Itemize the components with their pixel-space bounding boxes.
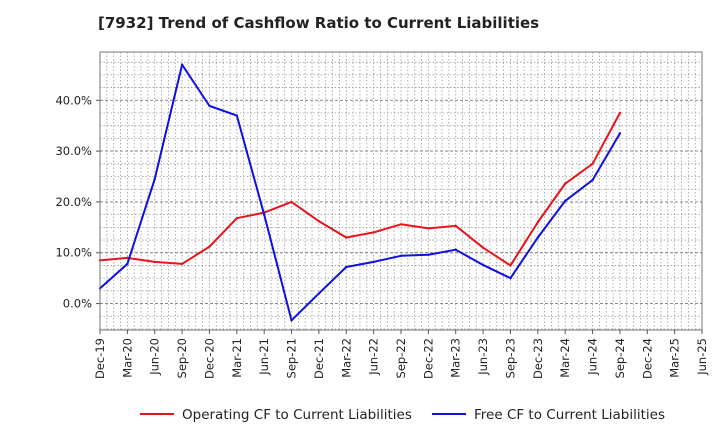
data-point [481, 246, 485, 249]
data-point [345, 265, 348, 269]
x-tick-label: Sep-21 [285, 338, 299, 378]
x-tick-label: Jun-25 [695, 338, 709, 376]
series-line [99, 112, 621, 267]
x-tick-label: Sep-24 [613, 338, 627, 378]
data-point [536, 221, 540, 224]
data-point [399, 254, 403, 257]
data-point [180, 63, 184, 66]
x-tick-label: Mar-21 [230, 338, 244, 378]
data-point [509, 276, 512, 280]
data-point [536, 236, 540, 239]
y-tick-label: 20.0% [55, 195, 92, 209]
data-point [180, 262, 184, 266]
series-lines [98, 63, 622, 322]
data-point [591, 162, 594, 166]
data-point [290, 319, 293, 322]
data-point [399, 223, 403, 226]
data-point [563, 182, 567, 185]
data-point [208, 104, 211, 108]
data-point [126, 262, 129, 266]
data-point [372, 231, 375, 234]
data-point [126, 256, 129, 260]
x-tick-label: Dec-24 [640, 338, 654, 379]
grid [100, 52, 702, 330]
data-point [454, 248, 457, 251]
x-tick-label: Mar-23 [449, 338, 463, 378]
data-point [153, 177, 156, 181]
x-tick-label: Mar-22 [339, 338, 353, 378]
data-point [235, 216, 239, 220]
data-point [317, 220, 321, 223]
x-tick-label: Jun-24 [586, 338, 600, 376]
data-point [235, 114, 239, 117]
y-tick-label: 30.0% [55, 144, 92, 158]
x-axis-ticks: Dec-19 Mar-20 Jun-20 Sep-20 Dec-20 Mar-21 Jun-… [93, 330, 709, 379]
data-point [290, 200, 293, 204]
chart-title: [7932] Trend of Cashflow Ratio to Curren… [98, 14, 540, 32]
data-point [618, 111, 622, 115]
x-tick-label: Dec-21 [312, 338, 326, 379]
data-point [317, 292, 321, 295]
data-point [427, 253, 430, 256]
data-point [591, 178, 594, 182]
data-point [509, 264, 512, 267]
plot-frame [99, 51, 703, 331]
x-tick-label: Mar-25 [668, 338, 682, 378]
data-point [372, 260, 375, 264]
legend-label: Free CF to Current Liabilities [474, 407, 665, 423]
data-point [208, 245, 211, 248]
legend-label: Operating CF to Current Liabilities [182, 407, 412, 423]
x-tick-label: Dec-19 [93, 338, 107, 379]
x-tick-label: Jun-22 [367, 338, 381, 376]
x-tick-label: Jun-21 [257, 338, 271, 376]
x-tick-label: Dec-22 [421, 338, 435, 379]
x-tick-label: Sep-20 [175, 338, 189, 378]
data-point [153, 260, 156, 264]
data-point [563, 199, 567, 203]
data-point [427, 227, 430, 230]
series-line [99, 63, 621, 322]
legend: Operating CF to Current Liabilities Free … [140, 407, 665, 423]
x-tick-label: Dec-20 [202, 338, 216, 379]
x-tick-label: Mar-24 [558, 338, 572, 378]
data-point [618, 132, 622, 135]
data-point [481, 263, 485, 267]
x-tick-label: Sep-23 [503, 338, 517, 378]
y-tick-label: 10.0% [55, 246, 92, 260]
x-tick-label: Jun-23 [476, 338, 490, 376]
x-tick-label: Sep-22 [394, 338, 408, 378]
y-tick-label: 40.0% [55, 93, 92, 107]
x-tick-label: Mar-20 [120, 338, 134, 378]
data-point [262, 213, 266, 216]
y-tick-label: 0.0% [63, 297, 92, 311]
data-point [454, 224, 457, 228]
x-tick-label: Dec-23 [531, 338, 545, 379]
x-tick-label: Jun-20 [148, 338, 162, 376]
data-point [345, 236, 348, 239]
y-axis-ticks: 0.0% 10.0% 20.0% 30.0% 40.0% [55, 93, 100, 311]
